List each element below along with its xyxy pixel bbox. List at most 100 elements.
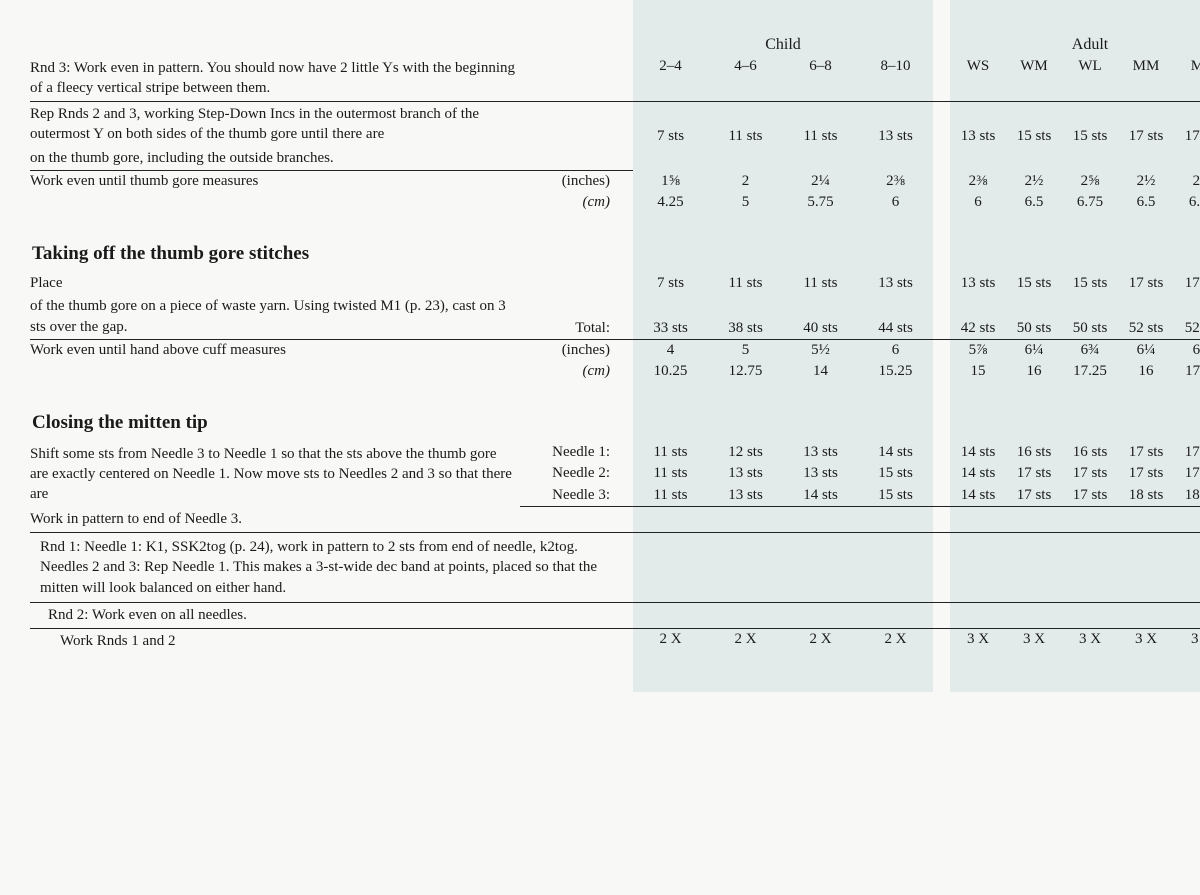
n3-a1: 17 sts — [1006, 485, 1062, 507]
place-tot-a1: 50 sts — [1006, 294, 1062, 339]
hand-in-a0: 5⅞ — [950, 339, 1006, 361]
gore-cm-c0: 4.25 — [633, 192, 708, 213]
place-top-c0: 7 sts — [633, 273, 708, 294]
place-tot-c3: 44 sts — [858, 294, 933, 339]
gore-in-c3: 2⅜ — [858, 171, 933, 193]
n3-a2: 17 sts — [1062, 485, 1118, 507]
wr-a0: 3 X — [950, 628, 1006, 652]
wr-c0: 2 X — [633, 628, 708, 652]
gore-in-a0: 2⅜ — [950, 171, 1006, 193]
hand-cm-a2: 17.25 — [1062, 361, 1118, 382]
n3-c1: 13 sts — [708, 485, 783, 507]
rep23-c3: 13 sts — [858, 101, 933, 171]
gore-cm-a0: 6 — [950, 192, 1006, 213]
rep23-text-b: on the thumb gore, including the outside… — [30, 146, 520, 171]
gore-cm-a3: 6.5 — [1118, 192, 1174, 213]
wr-a1: 3 X — [1006, 628, 1062, 652]
place-top-a4: 17 sts — [1174, 273, 1200, 294]
gore-in-a4: 2⅝ — [1174, 171, 1200, 193]
hand-cm-c1: 12.75 — [708, 361, 783, 382]
n2-a2: 17 sts — [1062, 463, 1118, 484]
n2-c3: 15 sts — [858, 463, 933, 484]
place-tot-a4: 52 sts — [1174, 294, 1200, 339]
hand-cm-a1: 16 — [1006, 361, 1062, 382]
size-child-3: 8–10 — [858, 56, 933, 101]
n2-a4: 17 sts — [1174, 463, 1200, 484]
n1-a1: 16 sts — [1006, 442, 1062, 463]
unit-inches: (inches) — [520, 171, 620, 193]
size-child-2: 6–8 — [783, 56, 858, 101]
place-tot-c1: 38 sts — [708, 294, 783, 339]
rep23-c0: 7 sts — [633, 101, 708, 171]
n1-c3: 14 sts — [858, 442, 933, 463]
hand-in-c0: 4 — [633, 339, 708, 361]
n3-c3: 15 sts — [858, 485, 933, 507]
n3-a0: 14 sts — [950, 485, 1006, 507]
place-text-a: Place — [30, 273, 520, 294]
place-tot-a0: 42 sts — [950, 294, 1006, 339]
hand-in-c1: 5 — [708, 339, 783, 361]
wr-c1: 2 X — [708, 628, 783, 652]
wr-a4: 3 X — [1174, 628, 1200, 652]
n2-a3: 17 sts — [1118, 463, 1174, 484]
size-adult-0: WS — [950, 56, 1006, 101]
n2-c0: 11 sts — [633, 463, 708, 484]
hand-in-a3: 6¼ — [1118, 339, 1174, 361]
adult-group-header: Adult — [950, 30, 1200, 56]
place-top-a0: 13 sts — [950, 273, 1006, 294]
n3-c0: 11 sts — [633, 485, 708, 507]
size-child-1: 4–6 — [708, 56, 783, 101]
rep23-a1: 15 sts — [1006, 101, 1062, 171]
n2-c1: 13 sts — [708, 463, 783, 484]
hand-cm-c2: 14 — [783, 361, 858, 382]
hand-in-c2: 5½ — [783, 339, 858, 361]
place-top-a1: 15 sts — [1006, 273, 1062, 294]
needle1-label: Needle 1: — [520, 442, 620, 463]
shift-text: Shift some sts from Needle 3 to Needle 1… — [30, 442, 520, 507]
rep23-c1: 11 sts — [708, 101, 783, 171]
n2-c2: 13 sts — [783, 463, 858, 484]
gore-in-a2: 2⅝ — [1062, 171, 1118, 193]
rnd2-tip: Rnd 2: Work even on all needles. — [30, 602, 620, 628]
handmeasure-text: Work even until hand above cuff measures — [30, 339, 520, 361]
hand-cm-a4: 17.25 — [1174, 361, 1200, 382]
n2-a1: 17 sts — [1006, 463, 1062, 484]
n1-a2: 16 sts — [1062, 442, 1118, 463]
place-top-a2: 15 sts — [1062, 273, 1118, 294]
gore-in-c1: 2 — [708, 171, 783, 193]
hand-cm-a3: 16 — [1118, 361, 1174, 382]
rep23-a3: 17 sts — [1118, 101, 1174, 171]
gore-cm-c2: 5.75 — [783, 192, 858, 213]
hand-in-c3: 6 — [858, 339, 933, 361]
place-top-c2: 11 sts — [783, 273, 858, 294]
wr-a3: 3 X — [1118, 628, 1174, 652]
needle2-label: Needle 2: — [520, 463, 620, 484]
gore-cm-a1: 6.5 — [1006, 192, 1062, 213]
gore-in-c0: 1⅝ — [633, 171, 708, 193]
pattern-table: Child Adult Rnd 3: Work even in pattern.… — [30, 30, 1200, 652]
gore-in-a3: 2½ — [1118, 171, 1174, 193]
section-closing: Closing the mitten tip — [30, 382, 1200, 442]
needle3-label: Needle 3: — [520, 485, 620, 507]
n2-a0: 14 sts — [950, 463, 1006, 484]
gore-cm-c3: 6 — [858, 192, 933, 213]
n3-a4: 18 sts — [1174, 485, 1200, 507]
gore-cm-a2: 6.75 — [1062, 192, 1118, 213]
size-adult-3: MM — [1118, 56, 1174, 101]
n1-a3: 17 sts — [1118, 442, 1174, 463]
n1-c2: 13 sts — [783, 442, 858, 463]
gore-in-c2: 2¼ — [783, 171, 858, 193]
hand-cm-c3: 15.25 — [858, 361, 933, 382]
gore-in-a1: 2½ — [1006, 171, 1062, 193]
place-top-c1: 11 sts — [708, 273, 783, 294]
unit-cm-2: (cm) — [520, 361, 620, 382]
n3-c2: 14 sts — [783, 485, 858, 507]
hand-in-a2: 6¾ — [1062, 339, 1118, 361]
rep23-a4: 17 sts — [1174, 101, 1200, 171]
rep23-a0: 13 sts — [950, 101, 1006, 171]
place-top-a3: 17 sts — [1118, 273, 1174, 294]
place-tot-a2: 50 sts — [1062, 294, 1118, 339]
wr-c2: 2 X — [783, 628, 858, 652]
section-takeoff: Taking off the thumb gore stitches — [30, 213, 1200, 273]
n1-c1: 12 sts — [708, 442, 783, 463]
